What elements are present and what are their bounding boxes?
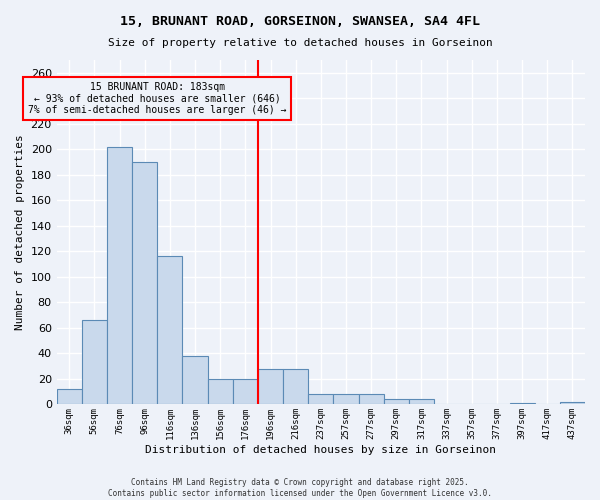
- Bar: [56, 389, 82, 404]
- Bar: [560, 402, 585, 404]
- Bar: [384, 400, 409, 404]
- Bar: [359, 394, 384, 404]
- Bar: [258, 368, 283, 404]
- Bar: [157, 256, 182, 404]
- Bar: [283, 368, 308, 404]
- Bar: [208, 379, 233, 404]
- Bar: [182, 356, 208, 405]
- X-axis label: Distribution of detached houses by size in Gorseinon: Distribution of detached houses by size …: [145, 445, 496, 455]
- Text: Contains HM Land Registry data © Crown copyright and database right 2025.
Contai: Contains HM Land Registry data © Crown c…: [108, 478, 492, 498]
- Bar: [334, 394, 359, 404]
- Bar: [107, 146, 132, 404]
- Bar: [509, 403, 535, 404]
- Text: Size of property relative to detached houses in Gorseinon: Size of property relative to detached ho…: [107, 38, 493, 48]
- Y-axis label: Number of detached properties: Number of detached properties: [15, 134, 25, 330]
- Bar: [132, 162, 157, 404]
- Bar: [308, 394, 334, 404]
- Bar: [233, 379, 258, 404]
- Text: 15, BRUNANT ROAD, GORSEINON, SWANSEA, SA4 4FL: 15, BRUNANT ROAD, GORSEINON, SWANSEA, SA…: [120, 15, 480, 28]
- Text: 15 BRUNANT ROAD: 183sqm
← 93% of detached houses are smaller (646)
7% of semi-de: 15 BRUNANT ROAD: 183sqm ← 93% of detache…: [28, 82, 287, 115]
- Bar: [82, 320, 107, 404]
- Bar: [409, 400, 434, 404]
